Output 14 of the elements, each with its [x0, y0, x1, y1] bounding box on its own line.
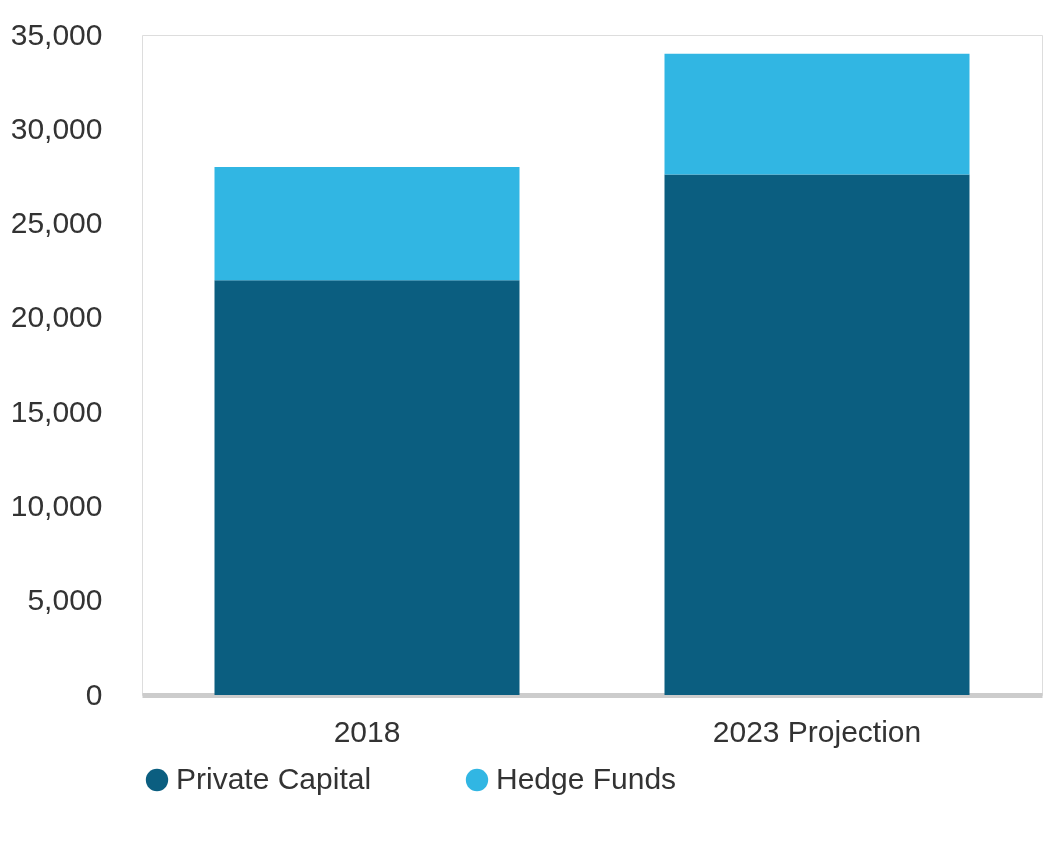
- y-tick-label: 5,000: [27, 583, 103, 617]
- y-tick-label: 0: [85, 677, 103, 711]
- legend-label: Private Capital: [176, 762, 372, 795]
- y-tick-label: 15,000: [10, 394, 103, 428]
- bar: [664, 53, 970, 175]
- bar: [214, 167, 520, 281]
- x-tick-label: 2018: [333, 714, 401, 748]
- legend-label: Hedge Funds: [496, 762, 677, 795]
- y-tick-label: 20,000: [10, 300, 103, 334]
- y-tick-label: 30,000: [10, 111, 103, 145]
- y-tick-label: 35,000: [10, 17, 103, 51]
- y-tick-label: 10,000: [10, 488, 103, 522]
- x-tick-label: 2023 Projection: [712, 714, 922, 748]
- y-tick-label: 25,000: [10, 206, 103, 240]
